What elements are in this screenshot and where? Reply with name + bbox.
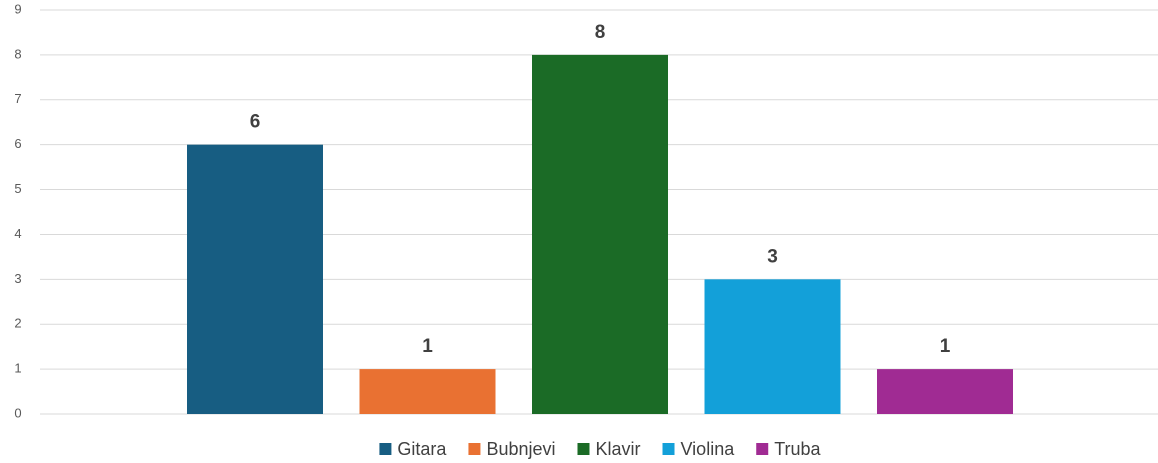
data-label: 1 (940, 336, 951, 357)
data-label: 1 (422, 336, 433, 357)
legend-swatch (379, 443, 392, 455)
y-tick-label: 9 (14, 1, 21, 16)
legend-label: Klavir (595, 439, 640, 459)
y-tick-label: 4 (14, 226, 21, 241)
data-label: 6 (250, 112, 261, 133)
data-label: 3 (767, 246, 778, 267)
legend-label: Truba (774, 439, 821, 459)
y-tick-label: 0 (14, 405, 21, 420)
legend-label: Bubnjevi (486, 439, 555, 459)
bar (532, 54, 668, 415)
data-label: 8 (595, 22, 606, 43)
y-tick-label: 3 (14, 271, 21, 286)
y-tick-label: 7 (14, 91, 21, 106)
legend-label: Gitara (397, 439, 447, 459)
legend-swatch (756, 443, 769, 455)
legend-swatch (577, 443, 590, 455)
y-tick-label: 6 (14, 136, 21, 151)
y-tick-label: 2 (14, 316, 21, 331)
legend-swatch (468, 443, 481, 455)
y-tick-label: 5 (14, 181, 21, 196)
y-tick-label: 1 (14, 361, 21, 376)
bar (877, 369, 1013, 414)
bar (359, 369, 496, 414)
y-tick-label: 8 (14, 46, 21, 61)
bar (187, 144, 323, 414)
bar (704, 279, 841, 414)
legend-label: Violina (681, 439, 736, 459)
legend-swatch (662, 443, 675, 455)
